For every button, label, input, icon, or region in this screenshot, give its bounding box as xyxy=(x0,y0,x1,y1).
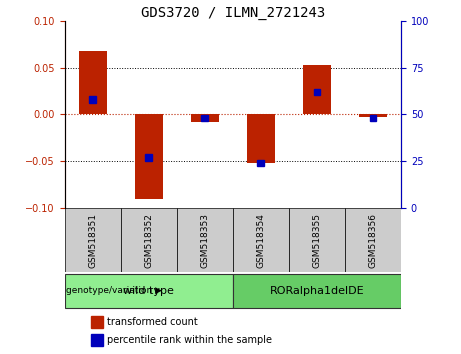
Bar xyxy=(177,208,233,272)
Bar xyxy=(78,51,106,114)
Bar xyxy=(233,208,289,272)
Bar xyxy=(135,114,163,199)
Bar xyxy=(191,114,219,122)
Text: wild type: wild type xyxy=(123,286,174,296)
Bar xyxy=(313,89,320,95)
Text: GSM518352: GSM518352 xyxy=(144,213,153,268)
Bar xyxy=(359,114,387,117)
Bar xyxy=(370,115,376,121)
Text: percentile rank within the sample: percentile rank within the sample xyxy=(106,335,272,345)
Text: GSM518355: GSM518355 xyxy=(313,213,321,268)
Bar xyxy=(91,316,103,328)
Bar xyxy=(345,208,401,272)
Bar xyxy=(89,96,96,103)
Text: transformed count: transformed count xyxy=(106,317,197,327)
Text: genotype/variation ▶: genotype/variation ▶ xyxy=(65,286,162,295)
Title: GDS3720 / ILMN_2721243: GDS3720 / ILMN_2721243 xyxy=(141,6,325,20)
Text: RORalpha1delDE: RORalpha1delDE xyxy=(270,286,364,296)
Bar xyxy=(258,160,264,166)
Bar xyxy=(289,208,345,272)
Text: GSM518354: GSM518354 xyxy=(256,213,266,268)
Text: GSM518351: GSM518351 xyxy=(88,213,97,268)
Bar xyxy=(233,274,401,308)
Bar xyxy=(201,115,208,121)
Bar xyxy=(65,274,233,308)
Bar xyxy=(65,208,121,272)
Text: GSM518356: GSM518356 xyxy=(368,213,378,268)
Bar xyxy=(121,208,177,272)
Text: GSM518353: GSM518353 xyxy=(200,213,209,268)
Bar xyxy=(91,334,103,346)
Bar xyxy=(247,114,275,163)
Bar xyxy=(145,154,152,161)
Bar xyxy=(303,65,331,114)
